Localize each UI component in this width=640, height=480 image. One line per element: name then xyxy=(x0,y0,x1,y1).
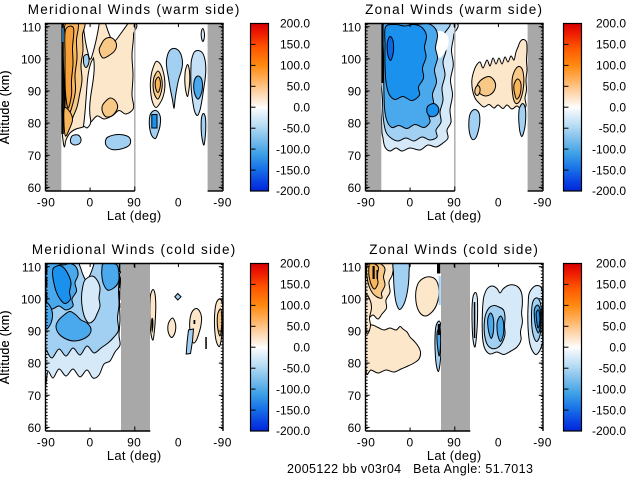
svg-text:-150.0: -150.0 xyxy=(592,403,626,417)
svg-text:-50.0: -50.0 xyxy=(599,121,627,135)
svg-text:-90: -90 xyxy=(213,196,232,210)
svg-text:0: 0 xyxy=(87,196,94,210)
svg-text:100.0: 100.0 xyxy=(596,299,626,313)
svg-text:-90: -90 xyxy=(37,196,56,210)
svg-text:200.0: 200.0 xyxy=(596,257,626,271)
svg-text:Altitude (km): Altitude (km) xyxy=(0,70,12,144)
svg-text:200.0: 200.0 xyxy=(596,17,626,31)
svg-text:Meridional Winds (cold side): Meridional Winds (cold side) xyxy=(32,242,237,257)
svg-text:90: 90 xyxy=(127,196,141,210)
svg-text:0.0: 0.0 xyxy=(609,340,626,354)
svg-text:Lat (deg): Lat (deg) xyxy=(427,208,482,223)
svg-text:60: 60 xyxy=(28,421,42,435)
svg-text:90: 90 xyxy=(28,85,42,99)
svg-text:100.0: 100.0 xyxy=(280,299,310,313)
svg-text:110: 110 xyxy=(22,260,41,274)
svg-text:0: 0 xyxy=(175,436,182,450)
svg-text:50.0: 50.0 xyxy=(287,320,311,334)
svg-text:150.0: 150.0 xyxy=(280,38,310,52)
svg-text:0: 0 xyxy=(495,196,502,210)
svg-text:-90: -90 xyxy=(37,436,56,450)
svg-text:100: 100 xyxy=(341,52,361,66)
svg-text:2005122 bb v03r04 Beta Angle: 2005122 bb v03r04 Beta Angle: 51.7013 xyxy=(287,462,533,476)
svg-text:50.0: 50.0 xyxy=(287,80,311,94)
svg-text:Lat (deg): Lat (deg) xyxy=(107,208,162,223)
svg-text:50.0: 50.0 xyxy=(603,320,627,334)
svg-text:100.0: 100.0 xyxy=(596,59,626,73)
svg-text:80: 80 xyxy=(348,357,362,371)
svg-text:-150.0: -150.0 xyxy=(276,403,310,417)
svg-text:80: 80 xyxy=(348,117,362,131)
svg-text:-50.0: -50.0 xyxy=(283,121,311,135)
svg-text:60: 60 xyxy=(348,181,362,195)
svg-text:Altitude (km): Altitude (km) xyxy=(0,310,12,384)
svg-text:90: 90 xyxy=(348,85,362,99)
svg-text:90: 90 xyxy=(447,196,461,210)
svg-text:150.0: 150.0 xyxy=(596,278,626,292)
svg-text:200.0: 200.0 xyxy=(280,257,310,271)
svg-text:80: 80 xyxy=(28,357,42,371)
svg-text:Meridional Winds (warm side): Meridional Winds (warm side) xyxy=(28,2,241,17)
svg-text:100: 100 xyxy=(21,52,41,66)
svg-text:0.0: 0.0 xyxy=(609,101,626,115)
svg-text:-100.0: -100.0 xyxy=(592,382,626,396)
svg-text:100.0: 100.0 xyxy=(280,59,310,73)
svg-text:Altitude (km): Altitude (km) xyxy=(0,310,12,384)
svg-text:0.0: 0.0 xyxy=(293,340,310,354)
svg-text:70: 70 xyxy=(348,389,362,403)
svg-text:-100.0: -100.0 xyxy=(276,382,310,396)
svg-text:0: 0 xyxy=(407,436,414,450)
svg-text:60: 60 xyxy=(28,181,42,195)
svg-text:150.0: 150.0 xyxy=(280,278,310,292)
svg-text:60: 60 xyxy=(348,421,362,435)
svg-text:-200.0: -200.0 xyxy=(592,184,626,198)
svg-text:0: 0 xyxy=(175,196,182,210)
svg-text:-100.0: -100.0 xyxy=(592,142,626,156)
svg-text:100: 100 xyxy=(341,292,361,306)
svg-text:-150.0: -150.0 xyxy=(592,163,626,177)
svg-text:0: 0 xyxy=(87,436,94,450)
svg-text:-90: -90 xyxy=(533,436,552,450)
svg-text:90: 90 xyxy=(28,325,42,339)
svg-text:110: 110 xyxy=(22,20,41,34)
svg-text:0: 0 xyxy=(495,436,502,450)
svg-text:-90: -90 xyxy=(533,196,552,210)
svg-text:100: 100 xyxy=(21,292,41,306)
svg-text:90: 90 xyxy=(447,436,461,450)
svg-text:-50.0: -50.0 xyxy=(599,361,627,375)
svg-text:-90: -90 xyxy=(213,436,232,450)
svg-text:-90: -90 xyxy=(357,196,376,210)
svg-text:110: 110 xyxy=(342,20,361,34)
svg-text:200.0: 200.0 xyxy=(280,17,310,31)
svg-text:-200.0: -200.0 xyxy=(592,424,626,438)
svg-text:Zonal Winds (warm side): Zonal Winds (warm side) xyxy=(365,2,543,17)
svg-text:Lat (deg): Lat (deg) xyxy=(107,448,162,463)
svg-text:150.0: 150.0 xyxy=(596,38,626,52)
svg-text:Altitude (km): Altitude (km) xyxy=(0,70,12,144)
svg-text:-90: -90 xyxy=(357,436,376,450)
svg-text:110: 110 xyxy=(342,260,361,274)
svg-text:-200.0: -200.0 xyxy=(276,424,310,438)
svg-text:70: 70 xyxy=(28,389,42,403)
svg-text:Lat (deg): Lat (deg) xyxy=(427,448,482,463)
svg-text:70: 70 xyxy=(28,149,42,163)
svg-text:-200.0: -200.0 xyxy=(276,184,310,198)
svg-text:50.0: 50.0 xyxy=(603,80,627,94)
svg-text:0: 0 xyxy=(407,196,414,210)
svg-text:80: 80 xyxy=(28,117,42,131)
svg-text:90: 90 xyxy=(348,325,362,339)
svg-text:90: 90 xyxy=(127,436,141,450)
svg-text:0.0: 0.0 xyxy=(293,101,310,115)
svg-text:-50.0: -50.0 xyxy=(283,361,311,375)
svg-text:-100.0: -100.0 xyxy=(276,142,310,156)
svg-text:70: 70 xyxy=(348,149,362,163)
svg-text:Zonal Winds (cold side): Zonal Winds (cold side) xyxy=(369,242,539,257)
svg-text:-150.0: -150.0 xyxy=(276,163,310,177)
